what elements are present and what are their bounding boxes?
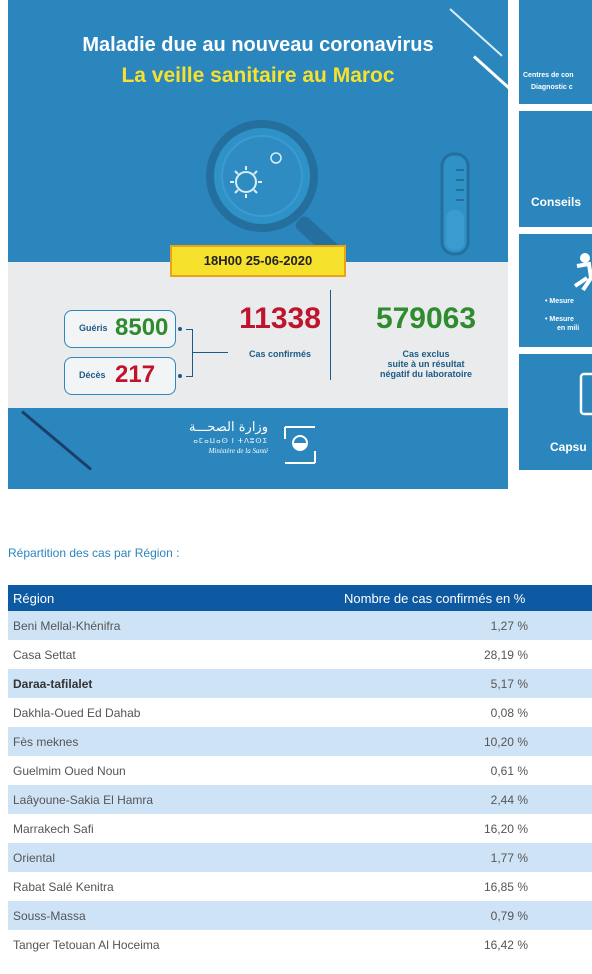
table-row: Laâyoune-Sakia El Hamra 2,44 % bbox=[8, 785, 592, 814]
cell-region: Guelmim Oued Noun bbox=[13, 764, 126, 778]
excluded-label-line: négatif du laboratoire bbox=[379, 369, 472, 379]
cell-region: Dakhla-Oued Ed Dahab bbox=[13, 706, 141, 720]
excluded-count: 579063 bbox=[375, 302, 477, 335]
cell-region: Marrakech Safi bbox=[13, 822, 94, 836]
cell-region: Beni Mellal-Khénifra bbox=[13, 619, 121, 633]
card-capsules[interactable]: Capsu bbox=[519, 354, 592, 470]
cell-percent: 16,85 % bbox=[483, 880, 528, 894]
test-tube-icon bbox=[440, 152, 470, 256]
covid-infographic-banner[interactable]: Maladie due au nouveau coronavirus La ve… bbox=[8, 0, 508, 489]
card-text: • Mesure bbox=[545, 316, 574, 323]
connector-line bbox=[192, 329, 193, 377]
excluded-label: Cas exclus suite à un résultat négatif d… bbox=[348, 349, 504, 379]
report-datetime: 18H00 25-06-2020 bbox=[170, 245, 346, 277]
cell-region: Souss-Massa bbox=[13, 909, 86, 923]
deaths-count: 217 bbox=[115, 361, 156, 388]
table-row: Daraa-tafilalet 5,17 % bbox=[8, 669, 592, 698]
banner-title: Maladie due au nouveau coronavirus bbox=[82, 34, 434, 56]
table-row: Marrakech Safi 16,20 % bbox=[8, 814, 592, 843]
cell-percent: 0,08 % bbox=[490, 706, 528, 720]
excluded-label-line: suite à un résultat bbox=[387, 359, 465, 369]
banner-subtitle: La veille sanitaire au Maroc bbox=[121, 64, 395, 87]
table-row: Rabat Salé Kenitra 16,85 % bbox=[8, 872, 592, 901]
card-text: Conseils bbox=[531, 195, 582, 209]
cell-region: Casa Settat bbox=[13, 648, 76, 662]
cell-percent: 0,79 % bbox=[490, 909, 528, 923]
table-header: Région Nombre de cas confirmés en % bbox=[8, 585, 592, 611]
table-row: Beni Mellal-Khénifra 1,27 % bbox=[8, 611, 592, 640]
cell-percent: 16,42 % bbox=[483, 938, 528, 952]
table-row: Guelmim Oued Noun 0,61 % bbox=[8, 756, 592, 785]
connector-dot bbox=[178, 374, 182, 378]
recovered-label: Guéris bbox=[79, 323, 108, 333]
connector-dot bbox=[178, 327, 182, 331]
cell-percent: 28,19 % bbox=[483, 648, 528, 662]
cell-region: Daraa-tafilalet bbox=[13, 677, 93, 691]
ministry-name-arabic: وزارة الصحـــة bbox=[188, 420, 268, 435]
card-text: en mili bbox=[557, 325, 580, 332]
magnifier-virus-icon bbox=[206, 120, 339, 257]
cell-region: Fès meknes bbox=[13, 735, 79, 749]
divider bbox=[330, 290, 331, 380]
ministry-name: وزارة الصحـــة ⴰⵎⴰⵡⴰⵙ ⵏ ⵜⴷⵓⵙⵉ Ministère … bbox=[188, 420, 268, 455]
card-text: Capsu bbox=[550, 440, 587, 454]
table-row: Casa Settat 28,19 % bbox=[8, 640, 592, 669]
recovered-count: 8500 bbox=[115, 314, 169, 341]
card-text: Diagnostic c bbox=[531, 84, 573, 91]
table-row: Souss-Massa 0,79 % bbox=[8, 901, 592, 930]
cell-percent: 1,27 % bbox=[490, 619, 528, 633]
cell-region: Laâyoune-Sakia El Hamra bbox=[13, 793, 154, 807]
column-header-percent: Nombre de cas confirmés en % bbox=[344, 591, 526, 606]
card-screening-centers[interactable]: Centres de con Diagnostic c bbox=[519, 0, 592, 104]
table-row: Fès meknes 10,20 % bbox=[8, 727, 592, 756]
ministry-name-tifinagh: ⴰⵎⴰⵡⴰⵙ ⵏ ⵜⴷⵓⵙⵉ bbox=[193, 438, 268, 445]
connector-line bbox=[192, 352, 228, 353]
confirmed-count: 11338 bbox=[239, 302, 321, 335]
table-row: Oriental 1,77 % bbox=[8, 843, 592, 872]
excluded-label-line: Cas exclus bbox=[402, 349, 450, 359]
table-row: Tanger Tetouan Al Hoceima 16,42 % bbox=[8, 930, 592, 959]
cell-percent: 0,61 % bbox=[490, 764, 528, 778]
confirmed-label: Cas confirmés bbox=[248, 349, 312, 359]
ministry-logo-icon bbox=[284, 426, 316, 464]
ministry-name-french: Ministère de la Santé bbox=[208, 447, 268, 455]
connector-line bbox=[186, 376, 192, 377]
deaths-label: Décès bbox=[79, 370, 106, 380]
phone-icon bbox=[579, 372, 592, 416]
cell-percent: 5,17 % bbox=[490, 677, 528, 691]
running-person-icon bbox=[573, 253, 592, 292]
card-text: • Mesure bbox=[545, 298, 574, 305]
cell-percent: 10,20 % bbox=[483, 735, 528, 749]
table-body: Beni Mellal-Khénifra 1,27 % Casa Settat 28… bbox=[8, 611, 592, 959]
cell-percent: 16,20 % bbox=[483, 822, 528, 836]
cell-region: Tanger Tetouan Al Hoceima bbox=[13, 938, 160, 952]
card-text: Centres de con bbox=[523, 72, 574, 79]
card-measures[interactable]: • Mesure • Mesure en mili bbox=[519, 234, 592, 347]
decorative-line bbox=[21, 410, 92, 471]
card-advice[interactable]: Conseils bbox=[519, 111, 592, 227]
section-title: Répartition des cas par Région : bbox=[8, 546, 180, 560]
deaths-box: Décès 217 bbox=[64, 357, 176, 395]
cell-region: Rabat Salé Kenitra bbox=[13, 880, 114, 894]
column-header-region: Région bbox=[13, 591, 55, 606]
recovered-box: Guéris 8500 bbox=[64, 310, 176, 348]
cell-region: Oriental bbox=[13, 851, 56, 865]
region-table: Région Nombre de cas confirmés en % Beni… bbox=[8, 585, 592, 959]
cell-percent: 1,77 % bbox=[490, 851, 528, 865]
connector-line bbox=[186, 329, 192, 330]
cell-percent: 2,44 % bbox=[490, 793, 528, 807]
table-row: Dakhla-Oued Ed Dahab 0,08 % bbox=[8, 698, 592, 727]
